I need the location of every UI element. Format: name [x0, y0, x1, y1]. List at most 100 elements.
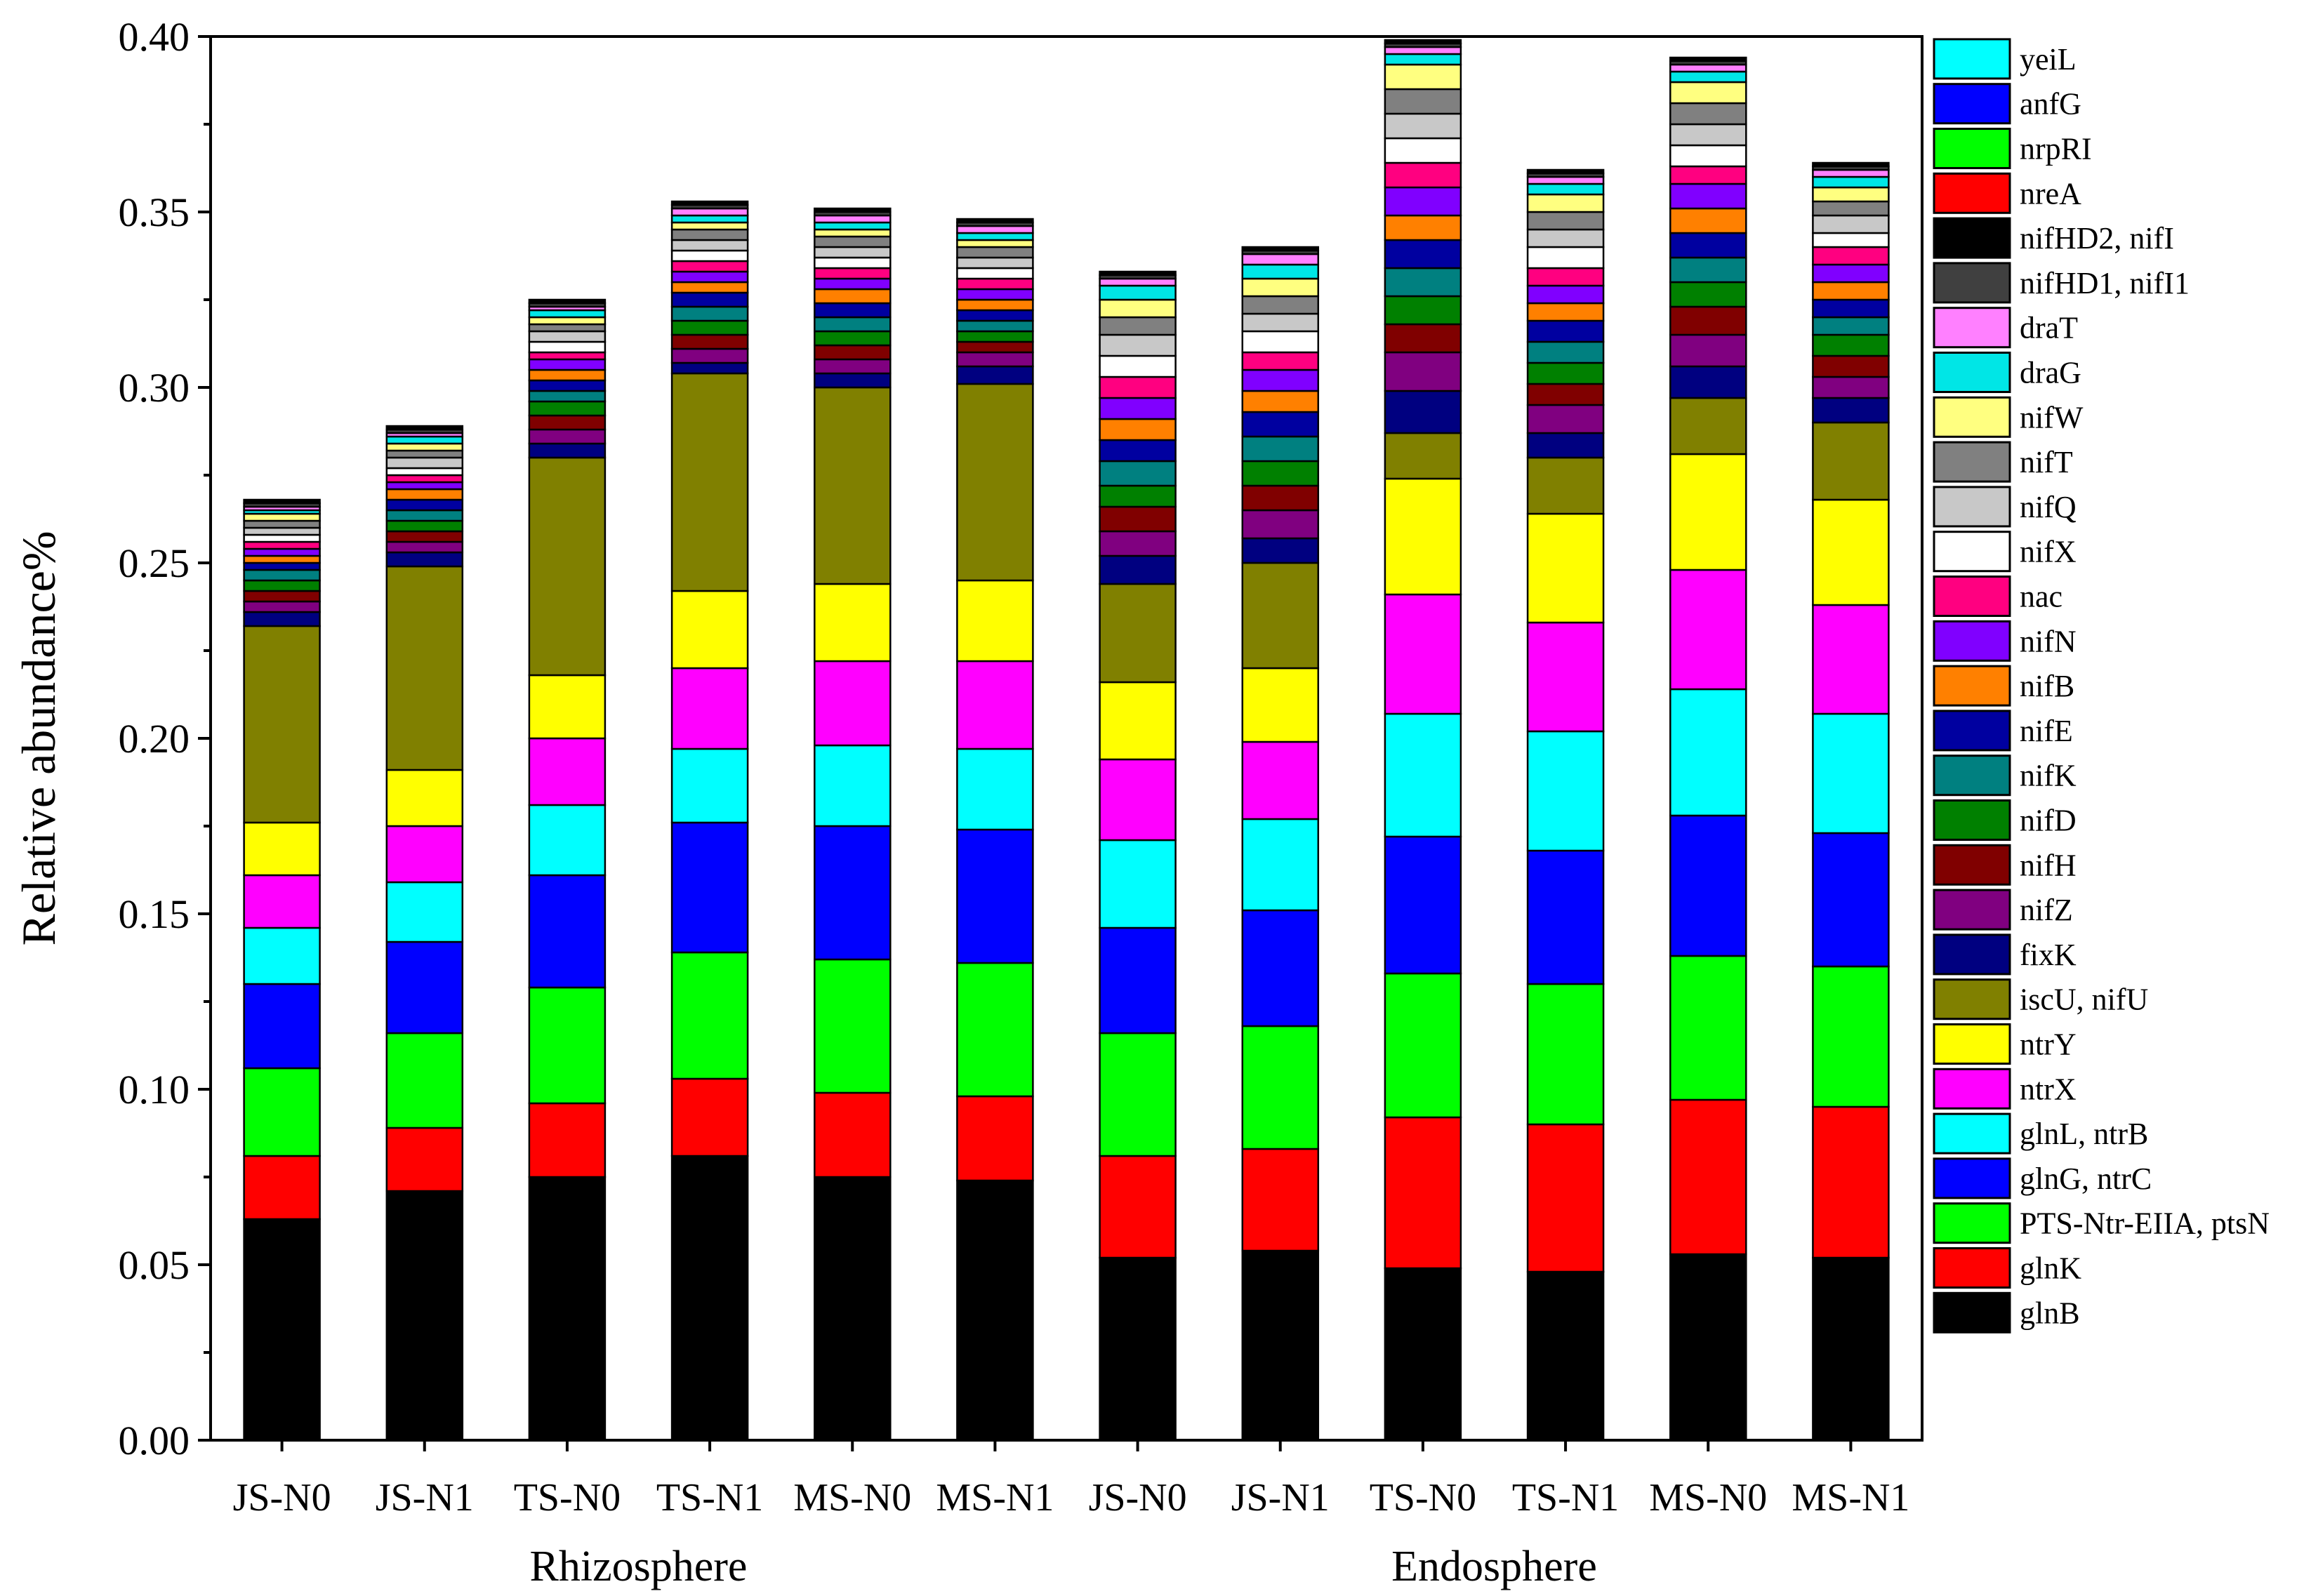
- legend-label: nrpRI: [2020, 132, 2092, 166]
- bar-segment-glnb: [1669, 1253, 1747, 1442]
- bar-segment-glnk: [528, 1102, 607, 1178]
- bar-segment-nifz: [1099, 530, 1177, 557]
- bar-segment-glnl-ntrb: [1669, 688, 1747, 817]
- bar-segment-fixk: [1241, 537, 1320, 564]
- legend-label: nifX: [2020, 535, 2077, 569]
- bar-segment-nifd: [528, 400, 607, 417]
- legend-item-nifd: nifD: [1933, 799, 2077, 841]
- legend-label: nifW: [2020, 400, 2084, 434]
- bar-segment-nifb: [1812, 281, 1890, 301]
- bar-segment-drat: [1241, 253, 1320, 266]
- bar-segment-nifhd2-nifi: [385, 425, 464, 431]
- legend-item-nifq: nifQ: [1933, 486, 2077, 528]
- bar-segment-nifk: [243, 568, 321, 582]
- legend-label: nifB: [2020, 669, 2074, 703]
- bar-segment-nifn: [1669, 182, 1747, 210]
- bar-segment-glnk: [1669, 1098, 1747, 1256]
- bar-segment-drat: [814, 214, 892, 224]
- bar-segment-drat: [956, 225, 1034, 234]
- legend-swatch: [1933, 1157, 2011, 1199]
- legend-swatch: [1933, 710, 2011, 752]
- legend-swatch: [1933, 889, 2011, 931]
- legend-item-glnk: glnK: [1933, 1247, 2081, 1289]
- bar-segment-glnb: [1241, 1249, 1320, 1442]
- legend-item-nifw: nifW: [1933, 396, 2084, 438]
- bar-segment-drat: [1526, 175, 1605, 185]
- bar-segment-nifz: [243, 600, 321, 613]
- bar-segment-glnk: [1241, 1148, 1320, 1252]
- bar-segment-glnb: [814, 1176, 892, 1442]
- bar-segment-drag: [1669, 70, 1747, 84]
- bar-segment-nifx: [1669, 144, 1747, 168]
- bar-segment-nifh: [1241, 484, 1320, 512]
- legend-label: nreA: [2020, 176, 2081, 211]
- bar-segment-nife: [670, 291, 749, 308]
- legend-swatch: [1933, 1068, 2011, 1110]
- bar-segment-nifn: [1812, 263, 1890, 284]
- legend-item-nifhd2-nifi: nifHD2, nifI: [1933, 217, 2174, 259]
- legend-label: nifD: [2020, 804, 2077, 838]
- bar-segment-nifd: [1812, 333, 1890, 357]
- bar-segment-glng-ntrc: [670, 821, 749, 954]
- bar-segment-nifhd2-nifi: [1241, 246, 1320, 252]
- legend-swatch: [1933, 978, 2011, 1020]
- bar-segment-pts-ntr-eiia-ptsn: [1669, 955, 1747, 1101]
- bar-segment-nife: [385, 498, 464, 512]
- bar-segment-nife: [956, 309, 1034, 322]
- legend-swatch: [1933, 262, 2011, 304]
- bar-segment-nifk: [814, 316, 892, 333]
- bar-segment-nifw: [1384, 63, 1462, 91]
- bar-segment-nifh: [956, 340, 1034, 354]
- legend-item-drag: draG: [1933, 352, 2081, 393]
- y-tick-label: 0.10: [119, 1067, 190, 1112]
- bar-segment-pts-ntr-eiia-ptsn: [814, 958, 892, 1094]
- bar-segment-pts-ntr-eiia-ptsn: [385, 1032, 464, 1129]
- bar-segment-nife: [1812, 298, 1890, 319]
- bar-segment-nifw: [385, 442, 464, 452]
- bar-segment-nifx: [243, 533, 321, 543]
- bar-segment-nifb: [1099, 418, 1177, 441]
- bar-segment-glng-ntrc: [1669, 814, 1747, 957]
- bar-segment-nift: [243, 519, 321, 529]
- x-tick-label: TS-N1: [1512, 1476, 1619, 1519]
- bar-segment-glnk: [243, 1155, 321, 1221]
- bar-segment-iscu-nifu: [1099, 583, 1177, 684]
- bar-segment-drag: [670, 214, 749, 224]
- bar-segment-fixk: [385, 551, 464, 568]
- bar-segment-nifb: [1241, 390, 1320, 413]
- bar-segment-pts-ntr-eiia-ptsn: [243, 1067, 321, 1157]
- bar-segment-glng-ntrc: [1241, 909, 1320, 1028]
- y-tick-label: 0.15: [119, 891, 190, 937]
- bar-segment-nifd: [814, 330, 892, 347]
- legend-item-nac: nac: [1933, 576, 2062, 617]
- bar-segment-nife: [243, 561, 321, 571]
- bar-segment-glng-ntrc: [528, 874, 607, 989]
- bar-segment-nife: [1099, 439, 1177, 463]
- legend-swatch: [1933, 1023, 2011, 1065]
- bar-segment-nifw: [1099, 298, 1177, 319]
- bar-segment-glnl-ntrb: [528, 804, 607, 877]
- bar-segment-nift: [1384, 88, 1462, 115]
- bar-segment-glng-ntrc: [1099, 926, 1177, 1035]
- bar-segment-nifx: [1812, 232, 1890, 248]
- y-tick-label: 0.30: [119, 365, 190, 411]
- bar-segment-iscu-nifu: [1241, 561, 1320, 670]
- bar-segment-glnl-ntrb: [814, 744, 892, 827]
- bar-segment-ntrx: [1384, 593, 1462, 715]
- legend-swatch: [1933, 531, 2011, 573]
- bar-segment-fixk: [1099, 554, 1177, 585]
- legend-label: glnB: [2020, 1296, 2080, 1330]
- bar-segment-nifq: [1669, 123, 1747, 147]
- bar-segment-fixk: [1384, 390, 1462, 434]
- bar-segment-nifd: [1669, 281, 1747, 308]
- bar-segment-nifhd2-nifi: [1384, 39, 1462, 45]
- bar-segment-nife: [814, 302, 892, 319]
- bar-segment-nac: [814, 267, 892, 280]
- bar-segment-nifz: [1384, 351, 1462, 392]
- bar-segment-drag: [385, 435, 464, 445]
- legend-label: draT: [2020, 311, 2078, 345]
- x-tick-label: JS-N0: [1089, 1476, 1187, 1519]
- bar-segment-glnk: [956, 1095, 1034, 1182]
- bar-segment-nift: [385, 449, 464, 459]
- x-tick-label: TS-N0: [1370, 1476, 1476, 1519]
